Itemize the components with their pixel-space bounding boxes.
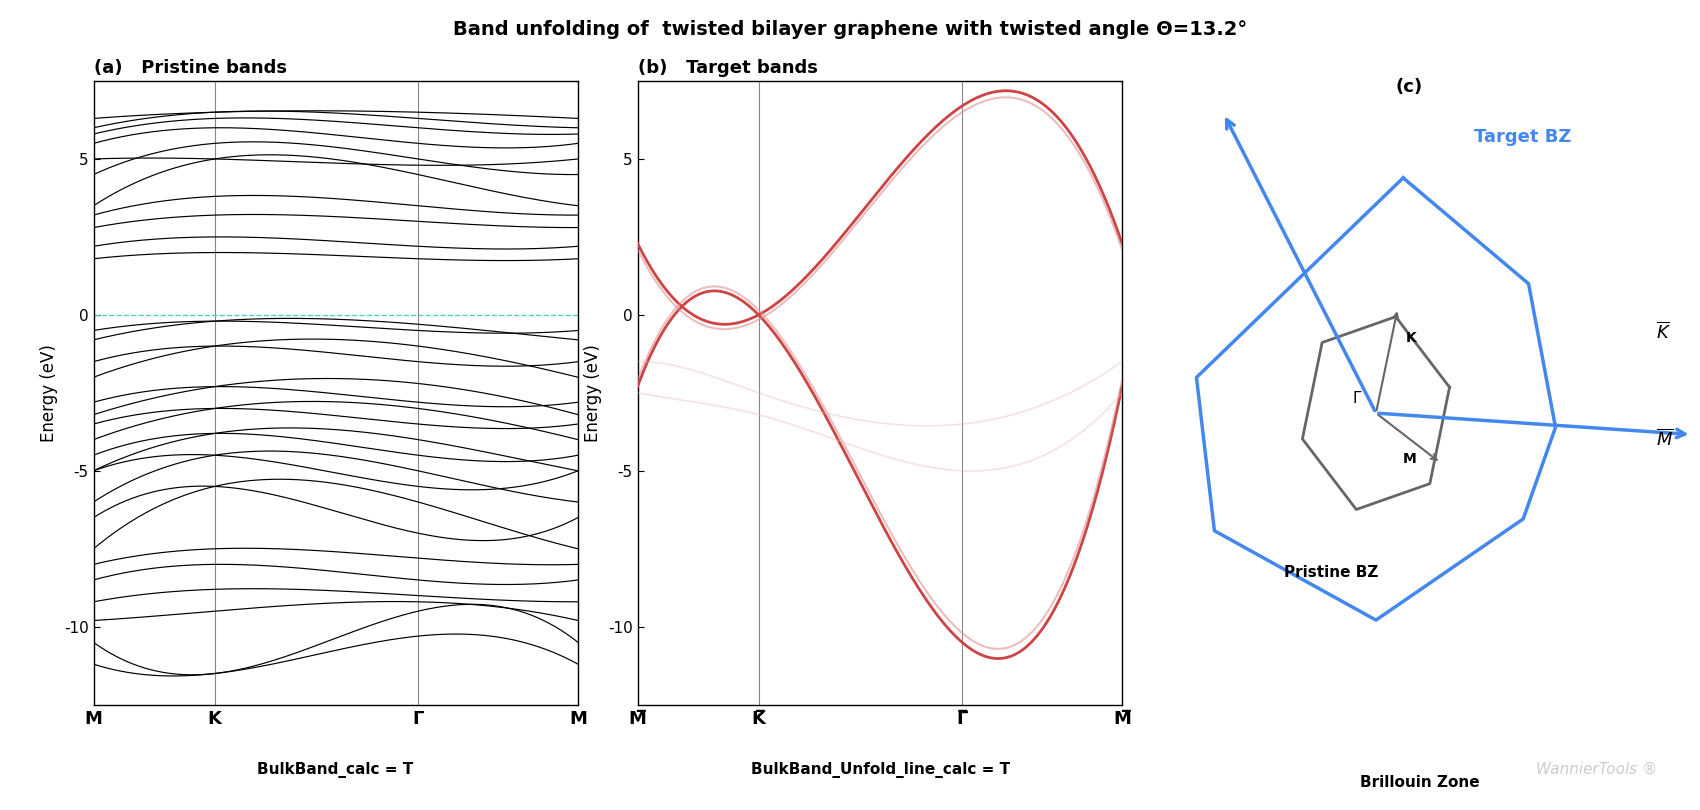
Text: $\Gamma$: $\Gamma$ bbox=[1352, 390, 1362, 406]
Text: $\overline{K}$: $\overline{K}$ bbox=[1656, 322, 1671, 343]
Text: Pristine BZ: Pristine BZ bbox=[1284, 565, 1379, 580]
Text: Target BZ: Target BZ bbox=[1474, 128, 1571, 147]
Text: Band unfolding of  twisted bilayer graphene with twisted angle Θ=13.2°: Band unfolding of twisted bilayer graphe… bbox=[452, 20, 1248, 39]
Text: (c): (c) bbox=[1396, 78, 1423, 96]
Text: BulkBand_calc = T: BulkBand_calc = T bbox=[257, 761, 413, 778]
Text: WannierTools ®: WannierTools ® bbox=[1537, 761, 1657, 777]
Text: (b)   Target bands: (b) Target bands bbox=[638, 58, 818, 77]
Text: Brillouin Zone: Brillouin Zone bbox=[1360, 775, 1479, 791]
Text: K: K bbox=[1406, 330, 1416, 345]
Y-axis label: Energy (eV): Energy (eV) bbox=[585, 344, 602, 441]
Text: (a)   Pristine bands: (a) Pristine bands bbox=[94, 58, 287, 77]
Text: $\overline{M}$: $\overline{M}$ bbox=[1656, 428, 1674, 450]
Text: BulkBand_Unfold_line_calc = T: BulkBand_Unfold_line_calc = T bbox=[751, 761, 1010, 778]
Y-axis label: Energy (eV): Energy (eV) bbox=[41, 344, 58, 441]
Text: M: M bbox=[1402, 452, 1416, 466]
